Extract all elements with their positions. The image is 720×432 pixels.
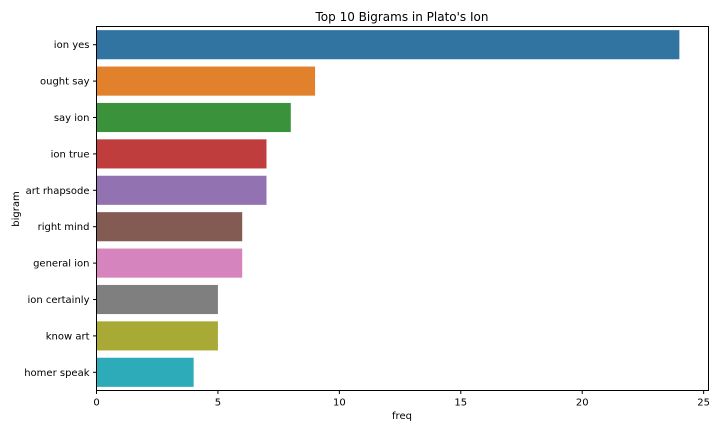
bar-ion-certainly [96,284,218,315]
x-tick-label: 20 [576,398,589,409]
y-tick-label: say ion [54,113,90,124]
y-tick-label: ion true [51,149,90,160]
x-axis-label: freq [392,411,412,422]
bars-group [96,30,680,387]
plot-frame [96,26,709,391]
bar-homer-speak [96,357,194,387]
bar-ion-true [96,139,267,169]
y-tick-label: general ion [33,259,89,270]
chart-title: Top 10 Bigrams in Plato's Ion [315,10,489,24]
y-axis-ticks: ion yes ought say say ion ion true art rhaps… [24,40,97,379]
y-tick-label: art rhapsode [26,186,90,197]
y-tick-label: ion yes [54,40,90,51]
x-tick-label: 10 [333,398,346,409]
x-tick-label: 25 [697,398,710,409]
y-tick-label: ought say [40,77,90,88]
y-tick-label: know art [46,331,90,342]
bar-right-mind [96,212,243,242]
y-tick-label: ion certainly [27,295,89,306]
y-tick-label: right mind [38,222,90,233]
x-tick-label: 0 [93,398,99,409]
x-tick-label: 15 [454,398,467,409]
bar-say-ion [96,102,291,133]
bar-know-art [96,321,218,351]
y-axis-label: bigram [11,191,22,226]
bar-art-rhapsode [96,175,267,205]
x-tick-label: 5 [215,398,221,409]
bar-ought-say [96,66,316,96]
bar-general-ion [96,248,243,278]
bar-ion-yes [96,30,680,60]
y-tick-label: homer speak [24,368,89,379]
x-axis-ticks: 0 5 10 15 20 25 [93,390,710,409]
